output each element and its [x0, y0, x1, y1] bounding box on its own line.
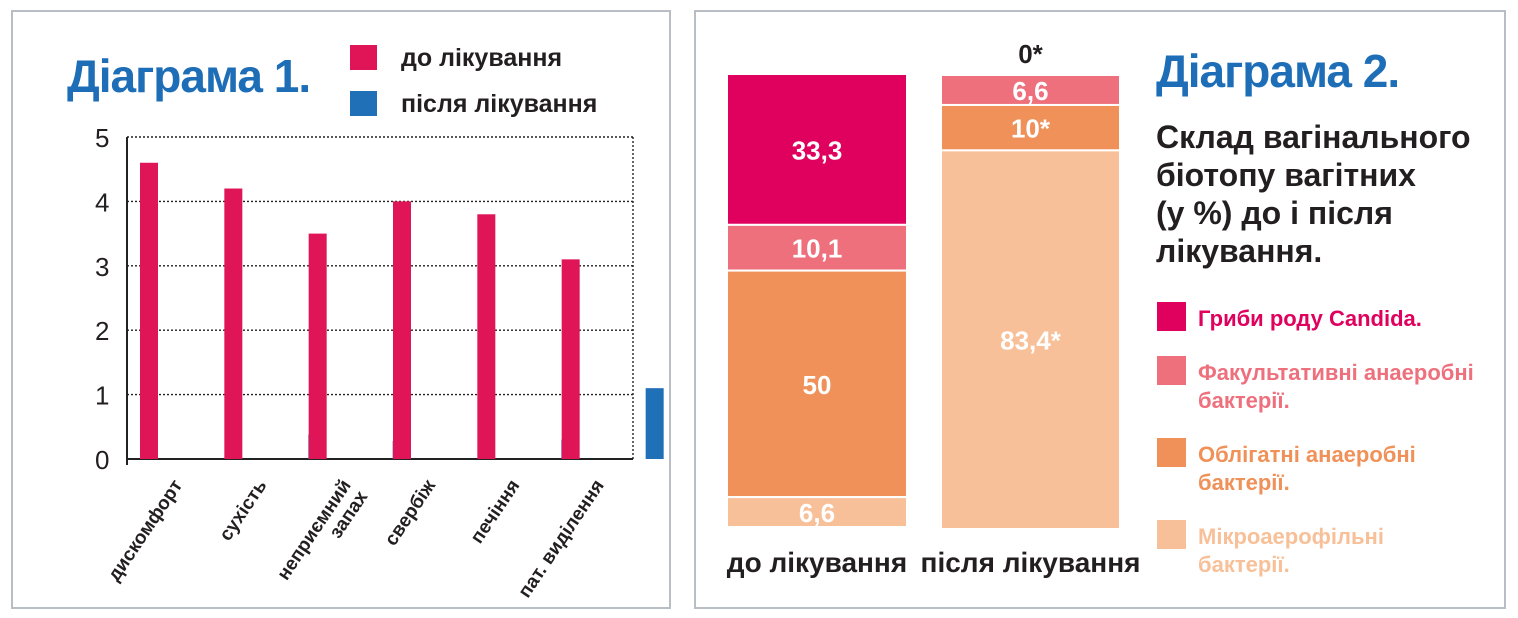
segment-label-1-2: 10*	[1011, 114, 1051, 144]
stack-segment-0-3	[726, 496, 908, 528]
bar-before-5	[561, 259, 580, 459]
bar-before-2	[308, 233, 327, 459]
legend-label-3: Мікроаерофільні	[1198, 524, 1384, 549]
legend-label-1: після лікування	[401, 90, 597, 118]
chart-panel-2: 33,3 10,1 50 6,6 до лікування 0* 6,6 10* 83,4* пі…	[694, 10, 1506, 609]
x-tick-label-3: свербіж	[381, 476, 440, 550]
segment-label-0-0: 33,3	[792, 135, 843, 165]
x-tick-label-0: дискомфорт	[104, 476, 187, 585]
x-tick-label-line: печіння	[467, 476, 525, 547]
segment-label-0-2: 50	[803, 370, 832, 400]
bar-before-0	[140, 162, 158, 459]
y-tick-label-5: 5	[95, 123, 109, 153]
stack-segment-1-1	[940, 74, 1121, 106]
x-tick-label-5: пат. виділення	[515, 476, 609, 602]
segment-label-1-3: 83,4*	[1000, 326, 1062, 356]
chart-2-subtitle-line-2: (у %) до і після	[1156, 195, 1393, 231]
chart-2-svg: 33,3 10,1 50 6,6 до лікування 0* 6,6 10* 83,4* пі…	[726, 39, 1474, 578]
y-tick-label-0: 0	[95, 445, 109, 475]
legend-label-1: бактерії.	[1198, 388, 1290, 413]
segment-label-1-1: 6,6	[1012, 76, 1048, 106]
x-tick-label-1: сухість	[216, 476, 272, 545]
chart-1-title: Діаграма 1.	[67, 50, 310, 102]
chart-2-subtitle-line-0: Склад вагінального	[1156, 119, 1471, 155]
segment-label-1-0: 0*	[1018, 39, 1043, 69]
legend-label-1: Факультативні анаеробні	[1198, 360, 1474, 385]
chart-1-svg: Діаграма 1. до лікування після лікування 0 1…	[67, 44, 664, 602]
x-tick-label-4: печіння	[467, 476, 525, 547]
category-label-0: до лікування	[727, 547, 907, 578]
bar-before-3	[393, 201, 411, 459]
bar-after-5	[645, 388, 664, 459]
stack-segment-0-2	[726, 269, 908, 499]
legend-swatch-3	[1157, 520, 1186, 549]
y-tick-label-3: 3	[95, 252, 109, 282]
y-tick-label-1: 1	[95, 381, 109, 411]
stack-segment-1-3	[940, 149, 1121, 530]
legend-swatch-2	[1157, 438, 1186, 467]
legend-label-3: бактерії.	[1198, 552, 1290, 577]
chart-2-subtitle-line-1: біотопу вагітних	[1156, 157, 1416, 193]
segment-label-0-3: 6,6	[799, 498, 835, 528]
legend-label-2: бактерії.	[1198, 470, 1290, 495]
bar-before-4	[477, 214, 496, 459]
segment-label-0-1: 10,1	[792, 234, 843, 264]
x-tick-label-line: пат. виділення	[515, 476, 609, 602]
legend-swatch-1	[350, 91, 377, 116]
legend-swatch-0	[1157, 302, 1186, 331]
x-tick-label-line: сухість	[216, 476, 272, 545]
stack-segment-0-0	[726, 73, 908, 226]
legend-label-0: Гриби роду Candida.	[1198, 306, 1422, 331]
legend-label-0: до лікування	[401, 44, 562, 72]
category-label-1: після лікування	[921, 547, 1141, 578]
y-tick-label-2: 2	[95, 316, 109, 346]
stack-segment-0-1	[726, 223, 908, 272]
chart-2-subtitle-line-3: лікування.	[1156, 233, 1322, 269]
chart-2-title: Діаграма 2.	[1156, 45, 1399, 97]
y-tick-label-4: 4	[95, 187, 109, 217]
legend-swatch-0	[350, 45, 377, 70]
legend-label-2: Облігатні анаеробні	[1198, 442, 1416, 467]
bar-before-1	[224, 188, 243, 459]
chart-panel-1: Діаграма 1. до лікування після лікування 0 1…	[11, 10, 671, 609]
x-tick-label-line: дискомфорт	[104, 476, 187, 585]
x-tick-label-line: свербіж	[381, 476, 440, 550]
legend-swatch-1	[1157, 356, 1186, 385]
